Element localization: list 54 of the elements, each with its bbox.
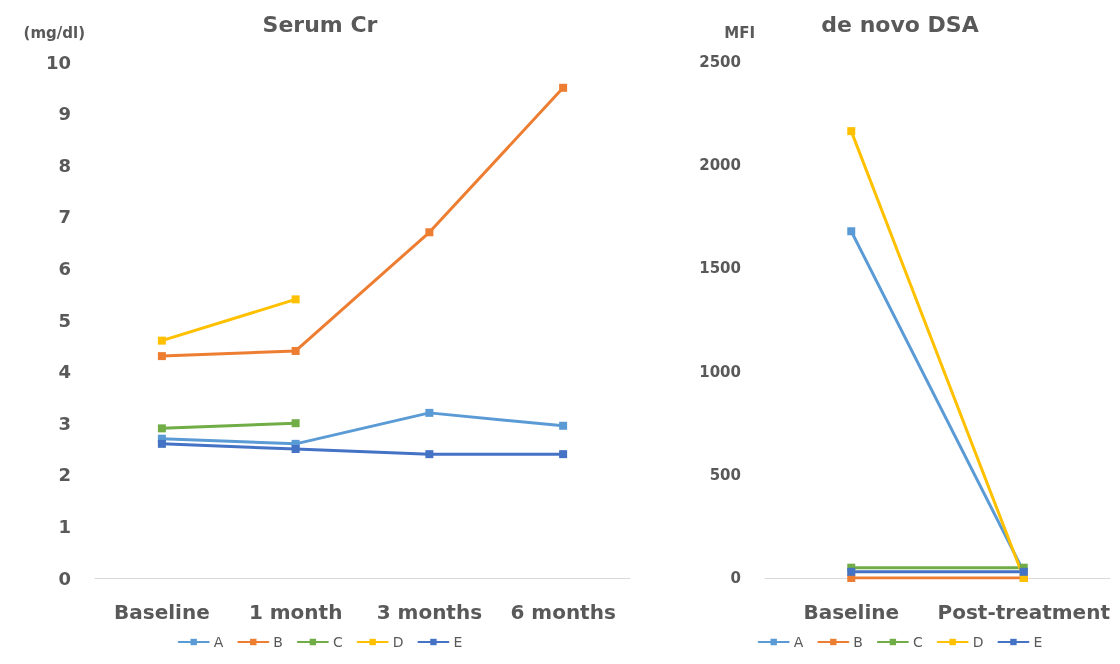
y-tick-label: 8 <box>58 154 71 176</box>
y-tick-label: 6 <box>58 257 71 279</box>
y-tick-label: 1 <box>58 515 71 537</box>
y-tick-label: 2 <box>58 464 71 486</box>
point <box>425 228 434 237</box>
y-tick-label: 7 <box>58 206 71 228</box>
point <box>847 567 856 576</box>
point <box>157 352 166 361</box>
chart-title: de novo DSA <box>821 11 979 37</box>
chart-title: Serum Cr <box>262 11 378 37</box>
y-tick-label: 9 <box>58 103 71 125</box>
x-tick-label: Baseline <box>114 600 210 624</box>
point <box>559 83 568 92</box>
y-tick-label: 2500 <box>699 53 741 71</box>
x-tick-label: 6 months <box>510 600 616 624</box>
y-tick-label: 500 <box>709 465 741 484</box>
x-tick-label: Post-treatment <box>937 600 1111 624</box>
legend-label: A <box>793 634 804 650</box>
legend-label: C <box>912 634 923 650</box>
legend-label: E <box>453 634 463 650</box>
point <box>157 336 166 345</box>
y-tick-label: 10 <box>45 51 71 73</box>
point <box>291 419 300 428</box>
y-axis-title: MFI <box>724 23 755 42</box>
point <box>425 450 434 459</box>
y-tick-label: 1000 <box>699 362 741 381</box>
legend-label: A <box>213 634 224 650</box>
point <box>291 445 300 453</box>
legend-label: B <box>853 634 863 650</box>
y-tick-label: 0 <box>58 567 71 589</box>
point <box>847 127 856 136</box>
legend-label: E <box>1033 634 1043 650</box>
legend-label: C <box>332 634 343 650</box>
y-tick-label: 1500 <box>699 259 741 278</box>
legend-label: D <box>392 634 404 650</box>
y-tick-label: 2000 <box>699 156 741 175</box>
y-tick-label: 0 <box>730 569 741 587</box>
y-tick-label: 3 <box>58 412 71 434</box>
y-tick-label: 5 <box>58 309 71 331</box>
legend-label: B <box>273 634 283 650</box>
point <box>157 439 166 448</box>
x-tick-label: Baseline <box>803 600 900 624</box>
point <box>157 424 166 433</box>
point <box>559 421 568 430</box>
x-tick-label: 1 month <box>248 600 343 624</box>
point <box>559 450 568 459</box>
x-tick-label: 3 months <box>376 600 483 624</box>
point <box>291 295 300 304</box>
y-tick-label: 4 <box>58 361 71 383</box>
point <box>291 346 300 355</box>
legend-label: D <box>972 634 984 650</box>
point <box>847 227 856 236</box>
point <box>425 408 434 417</box>
y-axis-title: (mg/dl) <box>23 23 85 42</box>
